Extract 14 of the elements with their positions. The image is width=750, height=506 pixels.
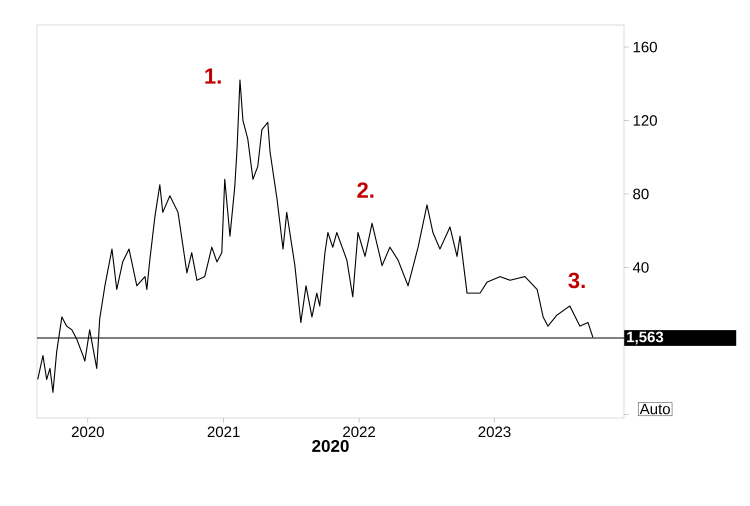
annotation: 1.	[205, 68, 221, 84]
annotation: 2.	[357, 182, 374, 198]
x-axis-title: 2020	[312, 440, 349, 452]
x-tick-label: 2020	[72, 426, 104, 438]
y-tick-label: 120	[634, 115, 657, 126]
y-tick-label: 40	[632, 262, 649, 273]
y-tick-label: 80	[633, 188, 649, 200]
y-tick-label: 160	[634, 42, 657, 52]
text: Auto	[640, 404, 670, 414]
ref-line-label: 1,563	[627, 332, 664, 344]
x-tick-label: 2022	[343, 426, 376, 438]
x-tick-label: 2021	[208, 426, 240, 438]
x-tick-label: 2023	[478, 426, 511, 438]
annotation: 3.	[568, 272, 585, 288]
